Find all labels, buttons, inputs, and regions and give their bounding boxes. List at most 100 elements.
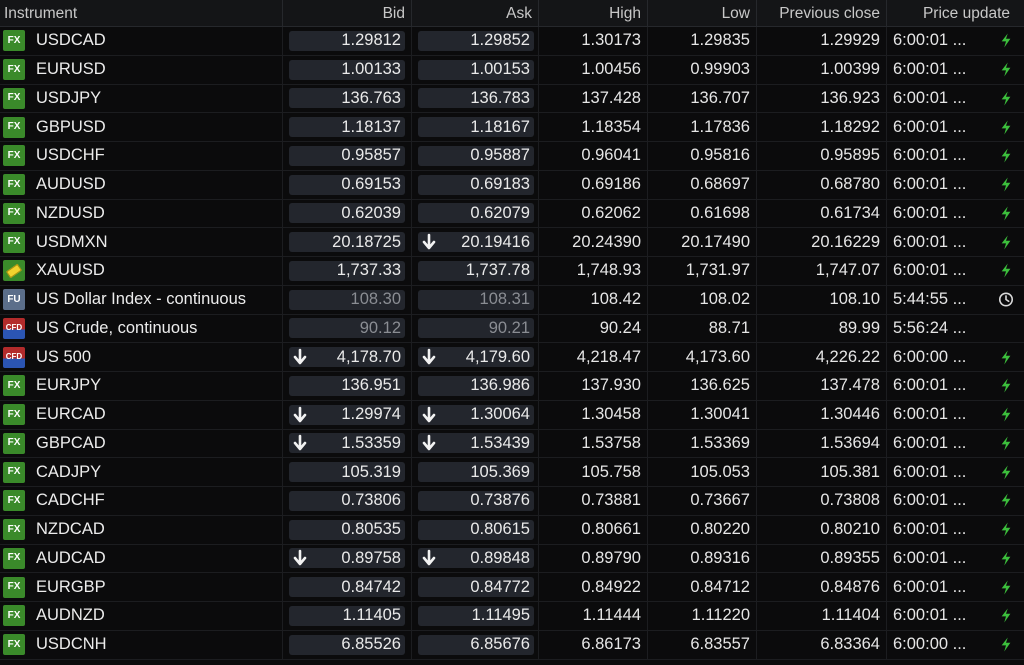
ask-price-button[interactable]: 0.89848 bbox=[418, 548, 534, 569]
table-row[interactable]: FX AUDUSD 0.69153 0.69183 0.69186 0.68697 0.68… bbox=[0, 170, 1024, 200]
ask-price-button[interactable]: 1.11495 bbox=[418, 605, 534, 626]
bid-cell[interactable]: 0.84742 bbox=[283, 573, 412, 601]
ask-price-button[interactable]: 108.31 bbox=[418, 289, 534, 310]
ask-price-button[interactable]: 105.369 bbox=[418, 462, 534, 483]
instrument-cell[interactable]: FX AUDNZD bbox=[0, 602, 283, 630]
bid-cell[interactable]: 0.73806 bbox=[283, 487, 412, 515]
instrument-cell[interactable]: FX AUDCAD bbox=[0, 544, 283, 573]
instrument-cell[interactable]: FX GBPCAD bbox=[0, 429, 283, 458]
bid-price-button[interactable]: 0.89758 bbox=[289, 548, 405, 569]
bid-price-button[interactable]: 1.29812 bbox=[289, 30, 405, 51]
bid-cell[interactable]: 1.00133 bbox=[283, 55, 412, 84]
instrument-cell[interactable]: FX NZDUSD bbox=[0, 199, 283, 228]
ask-cell[interactable]: 0.89848 bbox=[412, 544, 539, 573]
ask-price-button[interactable]: 4,179.60 bbox=[418, 347, 534, 368]
bid-cell[interactable]: 20.18725 bbox=[283, 228, 412, 256]
instrument-cell[interactable]: FX USDCNH bbox=[0, 630, 283, 659]
column-header-high[interactable]: High bbox=[539, 0, 648, 27]
table-row[interactable]: CFD US Crude, continuous 90.12 90.21 90.24 88… bbox=[0, 314, 1024, 344]
bid-price-button[interactable]: 6.85526 bbox=[289, 634, 405, 655]
bid-price-button[interactable]: 20.18725 bbox=[289, 232, 405, 253]
column-header-bid[interactable]: Bid bbox=[283, 0, 412, 27]
bid-cell[interactable]: 136.951 bbox=[283, 372, 412, 400]
bid-price-button[interactable]: 0.62039 bbox=[289, 203, 405, 224]
instrument-cell[interactable]: FX EURGBP bbox=[0, 573, 283, 601]
table-row[interactable]: XAUUSD 1,737.33 1,737.78 1,748.93 1,731.97 1,… bbox=[0, 257, 1024, 286]
bid-cell[interactable]: 0.69153 bbox=[283, 170, 412, 199]
bid-price-button[interactable]: 1.29974 bbox=[289, 404, 405, 425]
bid-cell[interactable]: 105.319 bbox=[283, 458, 412, 486]
bid-price-button[interactable]: 4,178.70 bbox=[289, 347, 405, 368]
ask-cell[interactable]: 4,179.60 bbox=[412, 343, 539, 371]
bid-price-button[interactable]: 0.69153 bbox=[289, 174, 405, 195]
bid-cell[interactable]: 1.18137 bbox=[283, 113, 412, 141]
ask-price-button[interactable]: 1,737.78 bbox=[418, 260, 534, 281]
table-row[interactable]: FX USDCHF 0.95857 0.95887 0.96041 0.95816 0.95… bbox=[0, 142, 1024, 171]
ask-cell[interactable]: 0.80615 bbox=[412, 515, 539, 544]
ask-cell[interactable]: 136.986 bbox=[412, 372, 539, 400]
bid-price-button[interactable]: 0.95857 bbox=[289, 145, 405, 166]
instrument-cell[interactable]: XAUUSD bbox=[0, 257, 283, 285]
bid-price-button[interactable]: 0.73806 bbox=[289, 490, 405, 511]
ask-price-button[interactable]: 0.95887 bbox=[418, 145, 534, 166]
ask-cell[interactable]: 1.11495 bbox=[412, 602, 539, 630]
bid-cell[interactable]: 0.95857 bbox=[283, 142, 412, 170]
instrument-cell[interactable]: FX NZDCAD bbox=[0, 515, 283, 544]
bid-price-button[interactable]: 105.319 bbox=[289, 462, 405, 483]
ask-price-button[interactable]: 0.73876 bbox=[418, 490, 534, 511]
ask-price-button[interactable]: 0.69183 bbox=[418, 174, 534, 195]
table-row[interactable]: FX EURGBP 0.84742 0.84772 0.84922 0.84712 0.84… bbox=[0, 573, 1024, 602]
ask-cell[interactable]: 1.30064 bbox=[412, 400, 539, 429]
instrument-cell[interactable]: FX EURCAD bbox=[0, 400, 283, 429]
instrument-cell[interactable]: FU US Dollar Index - continuous bbox=[0, 285, 283, 314]
table-row[interactable]: FX GBPCAD 1.53359 1.53439 1.53758 1.53369 1.53… bbox=[0, 429, 1024, 459]
ask-cell[interactable]: 0.62079 bbox=[412, 199, 539, 228]
bid-cell[interactable]: 90.12 bbox=[283, 314, 412, 343]
bid-cell[interactable]: 1.53359 bbox=[283, 429, 412, 458]
ask-cell[interactable]: 1,737.78 bbox=[412, 257, 539, 285]
ask-cell[interactable]: 90.21 bbox=[412, 314, 539, 343]
ask-price-button[interactable]: 1.53439 bbox=[418, 433, 534, 454]
instrument-cell[interactable]: FX USDCAD bbox=[0, 27, 283, 55]
bid-price-button[interactable]: 136.951 bbox=[289, 375, 405, 396]
bid-price-button[interactable]: 1,737.33 bbox=[289, 260, 405, 281]
table-row[interactable]: FX AUDCAD 0.89758 0.89848 0.89790 0.89316 0.89… bbox=[0, 544, 1024, 574]
column-header-low[interactable]: Low bbox=[648, 0, 757, 27]
instrument-cell[interactable]: FX GBPUSD bbox=[0, 113, 283, 141]
ask-cell[interactable]: 0.95887 bbox=[412, 142, 539, 170]
table-row[interactable]: FX EURUSD 1.00133 1.00153 1.00456 0.99903 1.00… bbox=[0, 55, 1024, 85]
bid-cell[interactable]: 136.763 bbox=[283, 84, 412, 113]
ask-cell[interactable]: 136.783 bbox=[412, 84, 539, 113]
table-row[interactable]: FX CADJPY 105.319 105.369 105.758 105.053 105.… bbox=[0, 458, 1024, 487]
column-header-previous-close[interactable]: Previous close bbox=[757, 0, 887, 27]
instrument-cell[interactable]: FX EURUSD bbox=[0, 55, 283, 84]
table-row[interactable]: FX EURJPY 136.951 136.986 137.930 136.625 137.… bbox=[0, 372, 1024, 401]
instrument-cell[interactable]: FX AUDUSD bbox=[0, 170, 283, 199]
ask-price-button[interactable]: 1.18167 bbox=[418, 117, 534, 138]
column-header-instrument[interactable]: Instrument bbox=[0, 0, 283, 27]
table-row[interactable]: FX NZDCAD 0.80535 0.80615 0.80661 0.80220 0.80… bbox=[0, 515, 1024, 545]
ask-cell[interactable]: 0.69183 bbox=[412, 170, 539, 199]
bid-price-button[interactable]: 1.00133 bbox=[289, 59, 405, 80]
ask-price-button[interactable]: 0.80615 bbox=[418, 519, 534, 540]
ask-price-button[interactable]: 90.21 bbox=[418, 318, 534, 339]
ask-cell[interactable]: 105.369 bbox=[412, 458, 539, 486]
bid-price-button[interactable]: 0.84742 bbox=[289, 577, 405, 598]
instrument-cell[interactable]: CFD US Crude, continuous bbox=[0, 314, 283, 343]
bid-cell[interactable]: 1.29974 bbox=[283, 400, 412, 429]
bid-cell[interactable]: 0.80535 bbox=[283, 515, 412, 544]
instrument-cell[interactable]: FX EURJPY bbox=[0, 372, 283, 400]
bid-price-button[interactable]: 136.763 bbox=[289, 88, 405, 109]
bid-cell[interactable]: 6.85526 bbox=[283, 630, 412, 659]
table-row[interactable]: FX EURCAD 1.29974 1.30064 1.30458 1.30041 1.30… bbox=[0, 400, 1024, 430]
bid-cell[interactable]: 0.62039 bbox=[283, 199, 412, 228]
ask-cell[interactable]: 108.31 bbox=[412, 285, 539, 314]
table-row[interactable]: FX GBPUSD 1.18137 1.18167 1.18354 1.17836 1.18… bbox=[0, 113, 1024, 142]
bid-cell[interactable]: 108.30 bbox=[283, 285, 412, 314]
table-row[interactable]: CFD US 500 4,178.70 4,179.60 4,218.47 4,173.6… bbox=[0, 343, 1024, 372]
table-row[interactable]: FX USDCAD 1.29812 1.29852 1.30173 1.29835 1.29… bbox=[0, 27, 1024, 56]
column-header-price-update[interactable]: Price update bbox=[922, 5, 1010, 22]
bid-cell[interactable]: 1,737.33 bbox=[283, 257, 412, 285]
instrument-cell[interactable]: FX USDCHF bbox=[0, 142, 283, 170]
ask-cell[interactable]: 1.53439 bbox=[412, 429, 539, 458]
